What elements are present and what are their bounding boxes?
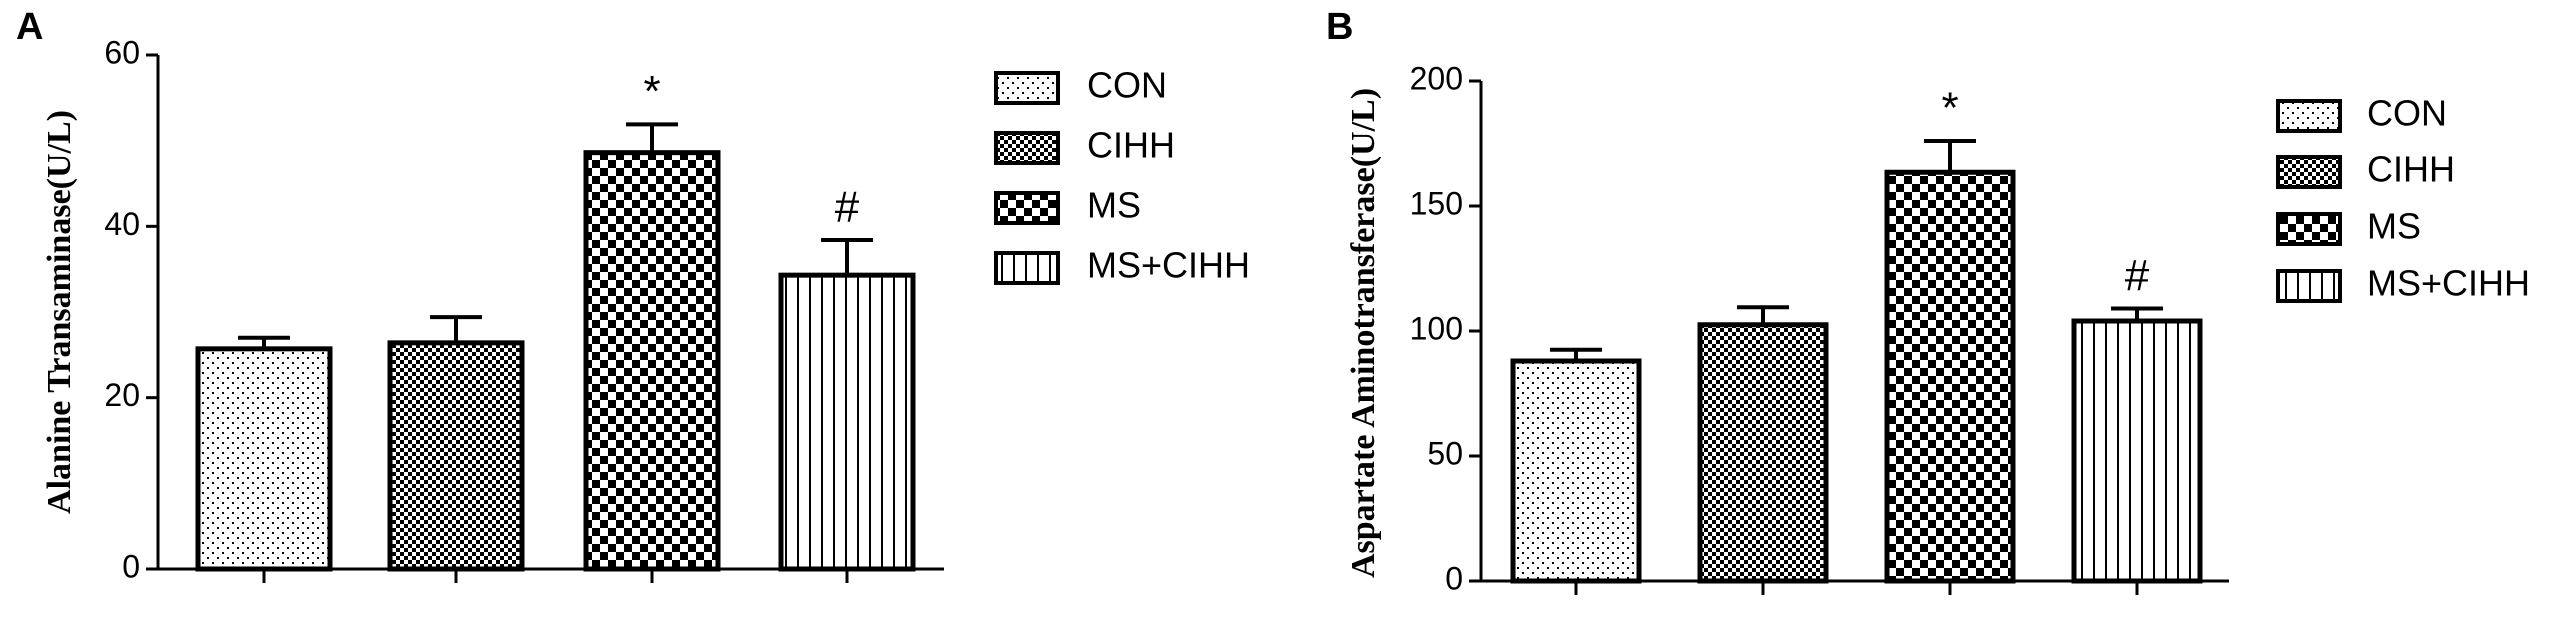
- panel-label: B: [1326, 6, 1353, 48]
- y-tick-label: 0: [122, 548, 140, 584]
- legend-label: MS: [1087, 185, 1141, 226]
- y-tick-label: 100: [1410, 310, 1463, 346]
- bar: [195, 346, 333, 572]
- legend-label: CON: [2367, 93, 2447, 134]
- bar: [1697, 322, 1829, 584]
- annotation: *: [643, 67, 660, 116]
- annotation: #: [835, 183, 860, 232]
- legend-swatch: [994, 251, 1060, 285]
- legend-swatch: [994, 191, 1060, 225]
- y-axis-label: Alanine Transaminase(U/L): [41, 110, 78, 514]
- y-tick-label: 0: [1445, 560, 1463, 596]
- bar: [2071, 318, 2203, 584]
- legend-swatch: [2276, 212, 2342, 246]
- annotation: *: [1941, 84, 1958, 133]
- y-axis-label: Aspartate Aminotransferase(U/L): [1345, 88, 1382, 578]
- y-tick-label: 40: [104, 206, 140, 242]
- legend-label: CIHH: [1087, 125, 1175, 166]
- legend-swatch: [994, 71, 1060, 105]
- legend-label: CON: [1087, 65, 1167, 106]
- legend-label: MS: [2367, 206, 2421, 247]
- legend-swatch: [2276, 269, 2342, 303]
- bar: [387, 340, 525, 572]
- legend-label: MS+CIHH: [1087, 245, 1250, 286]
- annotation: #: [2125, 251, 2150, 300]
- legend-swatch: [994, 131, 1060, 165]
- panel-label: A: [16, 6, 43, 48]
- y-tick-label: 20: [104, 377, 140, 413]
- legend-swatch: [2276, 99, 2342, 133]
- y-tick-label: 150: [1410, 185, 1463, 221]
- y-tick-label: 60: [104, 34, 140, 70]
- bar: [778, 272, 916, 572]
- bar: [1884, 169, 2016, 584]
- legend-label: MS+CIHH: [2367, 263, 2530, 304]
- bar: [1510, 358, 1642, 584]
- bar: [583, 150, 721, 572]
- legend-label: CIHH: [2367, 149, 2455, 190]
- y-tick-label: 50: [1427, 435, 1463, 471]
- legend-swatch: [2276, 155, 2342, 189]
- y-tick-label: 200: [1410, 60, 1463, 96]
